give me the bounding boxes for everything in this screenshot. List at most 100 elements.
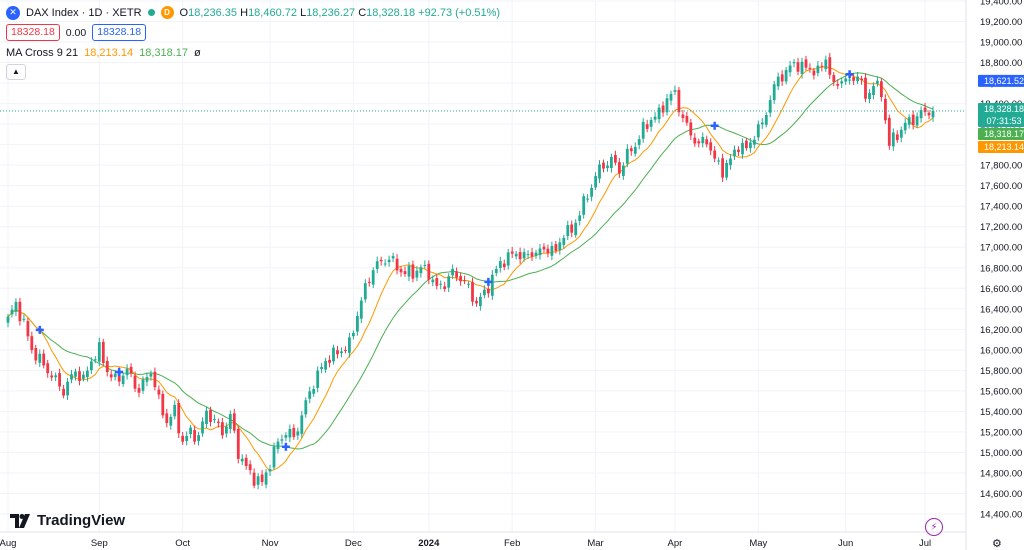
price-tick-label: 14,400.00 [980,510,1022,521]
collapse-legend-button[interactable]: ▲ [6,63,26,80]
candle-body [391,256,395,259]
candle-body [657,107,661,120]
candle-body [22,318,26,320]
time-tick-label: Jul [919,538,931,549]
symbol-title[interactable]: DAX Index · 1D · XETR [26,6,142,19]
price-tick-label: 17,400.00 [980,202,1022,213]
candle-body [891,132,895,147]
candle-body [479,296,482,306]
price-label-bg [978,74,1024,87]
tradingview-logo[interactable]: TradingView [10,512,125,529]
ma-cross-marker [710,121,719,130]
candle-body [852,77,855,81]
candle-body [753,139,756,145]
candle-body [90,361,93,371]
ma-cross-marker [484,277,493,286]
candle-body [737,149,740,153]
candle-body [487,288,490,294]
candle-body [884,98,887,121]
candle-body [749,142,752,149]
candle-body [582,196,586,215]
candle-body [340,351,343,354]
time-tick-label: Dec [345,538,362,549]
price-axis: 14,400.00 14,600.00 14,800.00 15,000.00 15,2… [965,0,1022,550]
price-label-text: 18,621.52 [984,76,1024,86]
candle-body [10,309,14,315]
candle-body [93,359,97,361]
candle-body [459,276,462,282]
chart-legend: ✕ DAX Index · 1D · XETR D O18,236.35 H18… [6,4,500,80]
price-label-text: 18,318.17 [984,129,1024,139]
candle-body [379,259,383,262]
candle-body [371,270,375,285]
candle-body [62,388,65,396]
candle-body [359,300,363,319]
candle-body [784,70,788,82]
candle-body [618,162,621,174]
candle-body [705,139,709,145]
candle-body [820,65,824,67]
candle-body [105,361,109,372]
candle-body [256,476,260,485]
candle-body [82,374,85,379]
indicator-name[interactable]: MA Cross 9 21 [6,46,79,59]
candle-body [46,363,50,374]
candle-body [221,422,224,436]
candle-body [522,252,526,259]
time-tick-label: Oct [175,538,190,549]
candle-body [546,248,550,254]
candle-body [125,368,129,376]
candle-body [157,389,161,395]
countdown-label: 07:31:53 [986,116,1021,126]
candle-body [788,65,792,73]
candle-body [58,373,61,387]
candle-body [876,80,879,84]
ma-fast-value: 18,213.14 [84,46,134,59]
candle-body [225,426,228,434]
price-tick-label: 15,600.00 [980,386,1022,397]
price-tick-label: 15,800.00 [980,366,1022,377]
candle-body [927,112,931,116]
candle-body [240,458,244,462]
candle-body [304,400,308,415]
candle-body [395,258,399,271]
tradingview-logo-icon [10,513,30,528]
time-tick-label: Mar [587,538,603,549]
candle-body [625,148,629,164]
candle-body [97,342,101,362]
candle-body [165,413,169,424]
candle-body [185,435,189,442]
candle-body [427,263,431,280]
candle-body [70,374,73,380]
price-tick-label: 19,400.00 [980,0,1022,8]
candle-body [756,124,760,138]
high-value: 18,460.72 [248,6,297,19]
candle-body [439,283,443,285]
buy-button[interactable]: 18328.18 [92,24,147,41]
candle-body [776,76,780,87]
candle-body [518,252,522,260]
candle-body [768,100,772,113]
candle-body [312,389,316,394]
candle-body [435,278,439,286]
candle-body [764,115,768,125]
candle-body [860,78,863,81]
lightning-icon[interactable]: ⚡ [925,518,943,536]
sell-button[interactable]: 18328.18 [6,24,60,41]
candle-body [328,359,331,363]
candle-body [637,139,641,145]
gear-icon[interactable]: ⚙ [992,538,1002,550]
candle-body [50,375,54,378]
candle-body [244,457,248,466]
candle-body [554,244,558,251]
candle-body [181,435,185,442]
candle-body [836,83,840,86]
candle-body [510,251,514,254]
market-open-icon [147,9,155,16]
candle-body [177,403,181,434]
candle-body [252,472,256,486]
candle-body [475,300,478,304]
candle-body [709,142,713,151]
candle-body [268,469,272,472]
